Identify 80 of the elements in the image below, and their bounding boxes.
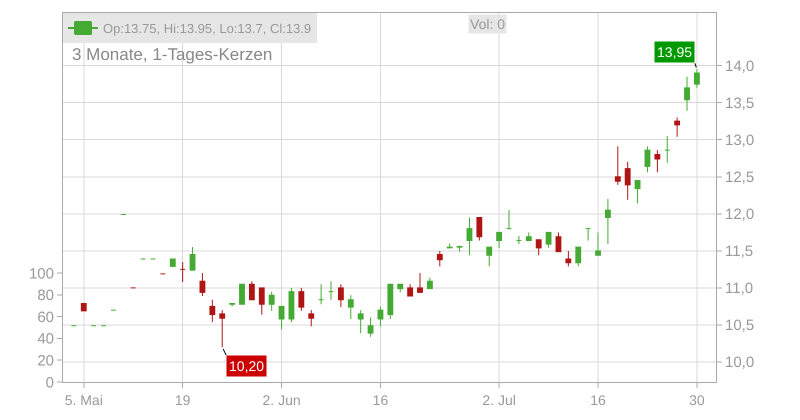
candlestick bbox=[506, 210, 512, 230]
candlestick bbox=[190, 246, 196, 271]
candlestick bbox=[209, 299, 216, 322]
candlestick bbox=[278, 306, 284, 330]
candlestick bbox=[446, 242, 453, 248]
candlestick bbox=[496, 232, 502, 248]
x-tick-label: 16 bbox=[590, 392, 606, 408]
candlestick bbox=[239, 284, 245, 305]
candlestick bbox=[565, 250, 572, 267]
y2-tick-label: 20 bbox=[37, 352, 54, 370]
candlestick bbox=[585, 228, 592, 241]
candlestick bbox=[674, 116, 680, 138]
legend-label: Op:13.75, Hi:13.95, Lo:13.7, Cl:13.9 bbox=[103, 21, 312, 36]
y-tick-label: 11,5 bbox=[725, 243, 754, 260]
x-tick-label: 30 bbox=[689, 392, 705, 408]
candlestick bbox=[318, 284, 324, 305]
candlestick bbox=[180, 261, 186, 282]
candlestick bbox=[654, 150, 660, 173]
candlestick bbox=[268, 291, 275, 312]
candlestick bbox=[426, 277, 433, 290]
candlestick bbox=[664, 136, 670, 164]
y2-tick-label: 100 bbox=[28, 265, 54, 282]
annotation: 10,20 bbox=[229, 358, 264, 374]
candlestick bbox=[397, 284, 404, 293]
y-tick-label: 10,5 bbox=[725, 317, 754, 334]
candlestick bbox=[595, 232, 601, 256]
candlestick bbox=[200, 272, 206, 297]
candlestick bbox=[466, 217, 472, 256]
candlestick bbox=[546, 232, 552, 248]
y-tick-label: 10,0 bbox=[725, 354, 754, 372]
candlestick bbox=[624, 161, 631, 200]
candlestick bbox=[614, 146, 621, 186]
candlestick bbox=[288, 287, 294, 322]
candlestick bbox=[436, 250, 443, 267]
y-tick-label: 11,0 bbox=[725, 280, 754, 298]
x-tick-label: 16 bbox=[372, 392, 388, 408]
candlestick bbox=[604, 198, 611, 245]
candlestick bbox=[387, 284, 394, 320]
text: 3 Monate, 1-Tages-Kerzen bbox=[72, 45, 272, 64]
candlestick bbox=[516, 236, 522, 245]
y2-tick-label: 40 bbox=[37, 330, 54, 348]
y2-tick-label: 80 bbox=[37, 287, 54, 304]
candlestick bbox=[219, 310, 226, 348]
candlestick bbox=[248, 280, 255, 300]
x-tick-label: 5. Mai bbox=[64, 392, 103, 408]
candlestick bbox=[417, 272, 423, 293]
candlestick bbox=[328, 280, 334, 300]
x-tick-label: 2. Jun bbox=[262, 392, 301, 408]
y-tick-label: 12,0 bbox=[725, 206, 754, 224]
candlestick bbox=[644, 146, 650, 173]
candlestick bbox=[556, 232, 562, 252]
candlestick bbox=[486, 246, 492, 267]
candlestick bbox=[80, 302, 87, 312]
y2-tick-label: 0 bbox=[46, 374, 54, 392]
annotation: 13,95 bbox=[657, 44, 692, 60]
y-tick-label: 13,0 bbox=[725, 132, 754, 149]
candlestick bbox=[358, 310, 364, 334]
candlestick bbox=[684, 76, 690, 112]
x-tick-label: 19 bbox=[174, 392, 191, 408]
x-tick-label: 2. Jul bbox=[482, 392, 516, 408]
candlestick bbox=[634, 180, 640, 204]
y2-tick-label: 60 bbox=[37, 308, 54, 326]
candlestick bbox=[407, 284, 414, 297]
candlestick bbox=[476, 217, 482, 241]
y-tick-label: 13,5 bbox=[725, 94, 754, 112]
candlestick bbox=[526, 232, 532, 241]
candlestick bbox=[378, 306, 384, 327]
candlestick bbox=[536, 239, 542, 256]
y-tick-label: 14,0 bbox=[725, 58, 754, 75]
candlestick bbox=[338, 284, 344, 308]
candlestick bbox=[298, 287, 304, 312]
candlestick bbox=[308, 310, 314, 327]
y-tick-label: 12,5 bbox=[725, 169, 754, 186]
candlestick bbox=[258, 287, 265, 316]
candlestick bbox=[348, 294, 354, 320]
candlestick bbox=[170, 258, 176, 267]
candlestick bbox=[575, 246, 582, 267]
annotation: Vol: 0 bbox=[470, 16, 506, 32]
candlestick bbox=[456, 246, 462, 252]
candlestick bbox=[368, 317, 374, 338]
